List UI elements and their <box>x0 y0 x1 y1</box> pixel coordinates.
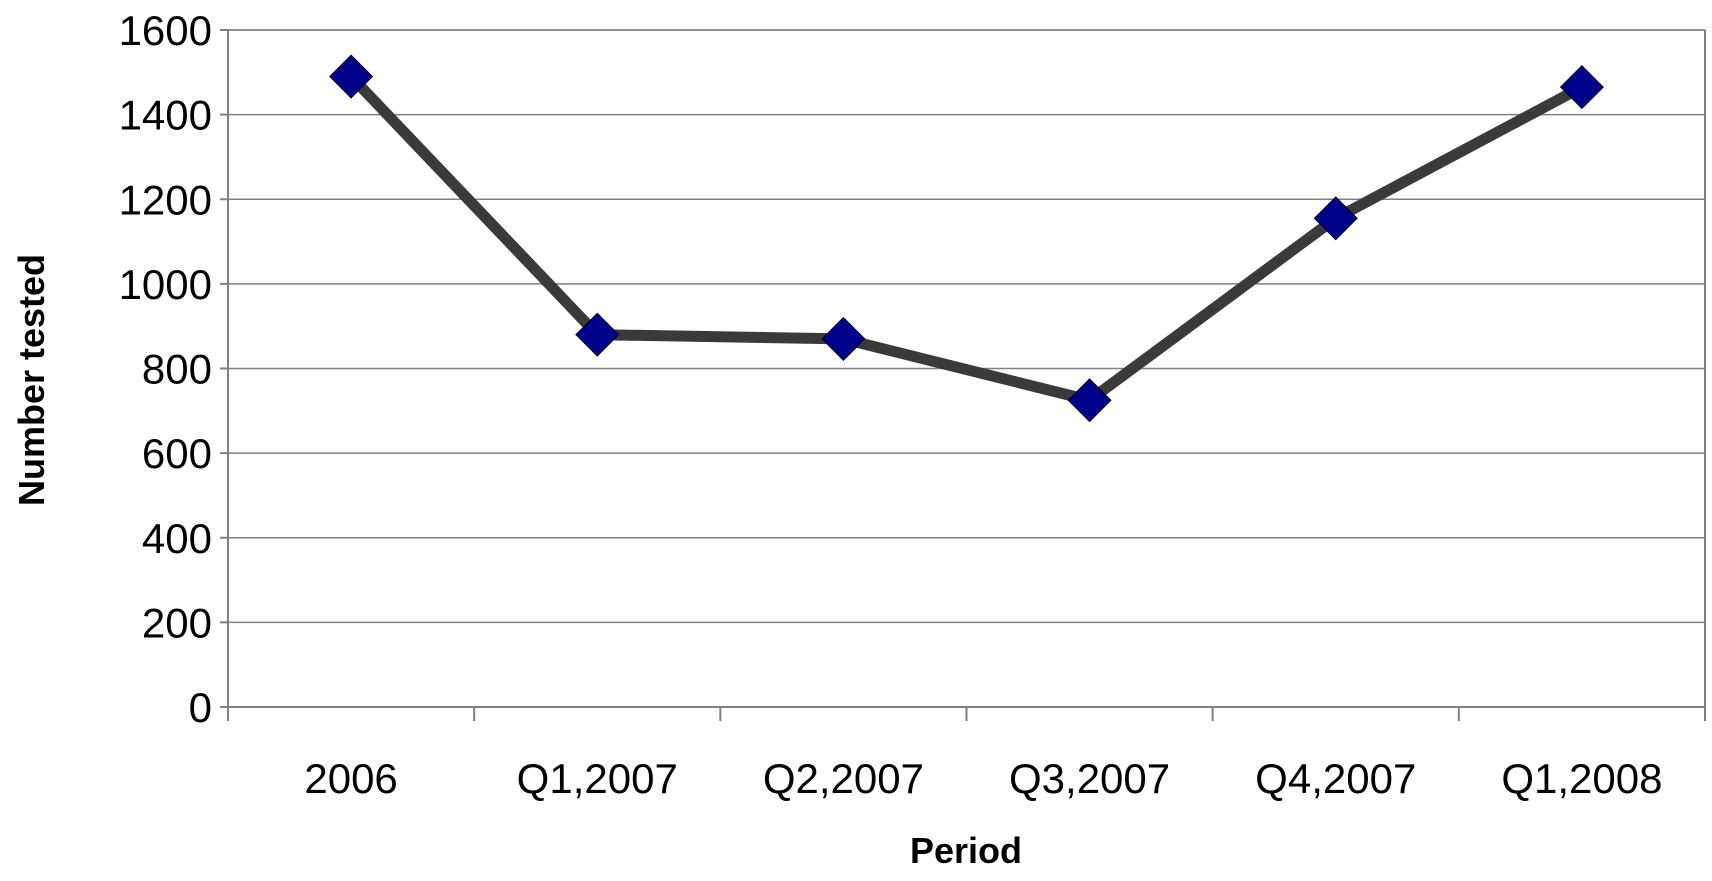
x-tick-labels: 2006 Q1,2007 Q2,2007 Q3,2007 Q4,2007 Q1,2008 <box>304 755 1662 802</box>
y-tick-label: 1200 <box>119 176 212 223</box>
data-point-2006 <box>329 54 374 99</box>
data-point-Q3,2007 <box>1067 378 1112 423</box>
data-markers <box>329 54 1604 423</box>
x-tick-label: Q1,2008 <box>1501 755 1662 802</box>
y-tick-label: 200 <box>142 599 212 646</box>
data-point-Q2,2007 <box>821 316 866 361</box>
x-tick-label: Q3,2007 <box>1009 755 1170 802</box>
y-tick-label: 600 <box>142 430 212 477</box>
x-tick-label: Q2,2007 <box>763 755 924 802</box>
y-tick-label: 1600 <box>119 7 212 54</box>
y-tick-label: 1000 <box>119 261 212 308</box>
y-axis-title: Number tested <box>11 254 52 506</box>
data-point-Q1,2008 <box>1559 65 1604 110</box>
y-tick-label: 400 <box>142 515 212 562</box>
axes <box>220 29 1706 721</box>
y-tick-label: 1400 <box>119 92 212 139</box>
x-tick-label: Q1,2007 <box>517 755 678 802</box>
series-line <box>347 72 1585 407</box>
y-tick-label: 0 <box>189 684 212 731</box>
data-point-Q1,2007 <box>575 312 620 357</box>
data-point-Q4,2007 <box>1313 196 1358 241</box>
y-tick-labels: 0 200 400 600 800 1000 1200 1400 1600 <box>119 7 212 731</box>
x-tick-label: Q4,2007 <box>1255 755 1416 802</box>
y-tick-label: 800 <box>142 346 212 393</box>
x-tick-label: 2006 <box>304 755 397 802</box>
gridlines <box>228 29 1705 624</box>
x-axis-title: Period <box>910 830 1022 871</box>
series-line-path <box>347 72 1585 407</box>
